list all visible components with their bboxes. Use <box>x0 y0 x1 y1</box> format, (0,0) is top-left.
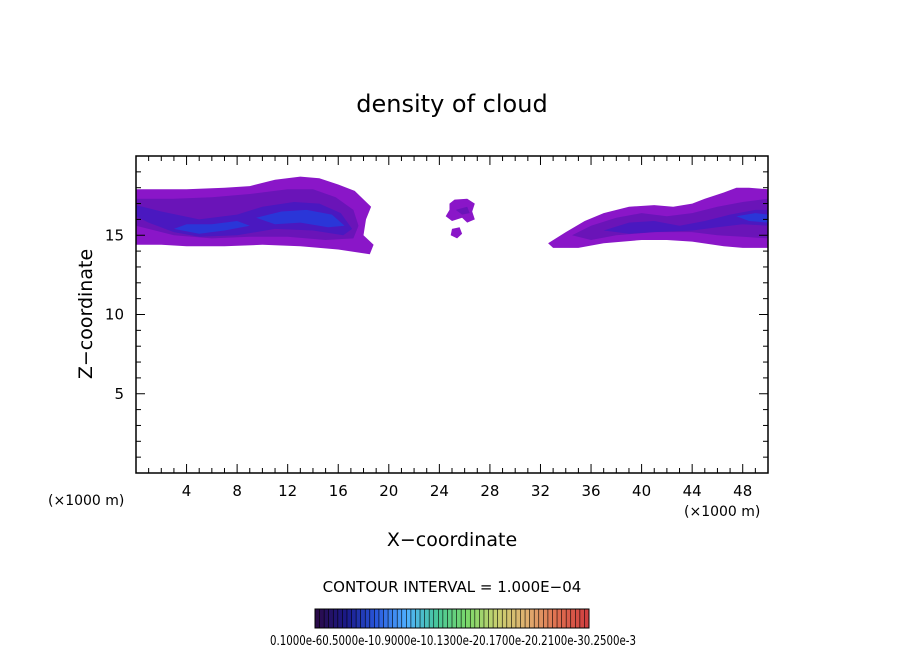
x-tick-label: 20 <box>379 482 398 500</box>
colorbar-cell <box>483 609 490 628</box>
colorbar-cell <box>374 609 380 628</box>
x-tick-label: 24 <box>430 482 449 500</box>
colorbar-cell <box>392 609 398 628</box>
colorbar-cell <box>470 609 476 628</box>
x-unit-right: (×1000 m) <box>684 504 760 520</box>
colorbar-cell <box>543 609 549 628</box>
colorbar-cell <box>410 609 416 628</box>
colorbar-cell <box>388 609 394 628</box>
colorbar-cell <box>420 609 426 628</box>
left-cloud-band <box>173 221 250 234</box>
colorbar-cell <box>369 609 375 628</box>
left-cloud-core <box>256 209 345 228</box>
colorbar-cell <box>566 609 572 628</box>
colorbar-cell <box>579 609 585 628</box>
colorbar-cell <box>525 609 531 628</box>
x-tick-label: 32 <box>531 482 550 500</box>
x-tick-label: 28 <box>480 482 499 500</box>
x-axis-title: X−coordinate <box>387 529 517 551</box>
colorbar-cell <box>534 609 540 628</box>
colorbar-labels: 0.1000e-60.5000e-10.9000e-10.1300e-20.17… <box>270 634 636 649</box>
center-patch-lower <box>450 227 463 239</box>
x-tick-label: 8 <box>232 482 242 500</box>
colorbar-cell <box>575 609 581 628</box>
colorbar-cell <box>497 609 503 628</box>
colorbar-cell <box>520 609 526 628</box>
right-cloud-inner <box>603 209 768 234</box>
colorbar-cell <box>502 609 508 628</box>
colorbar-cell <box>561 609 567 628</box>
colorbar-cell <box>319 609 325 628</box>
colorbar-cell <box>538 609 544 628</box>
colorbar-cell <box>447 609 453 628</box>
colorbar-cell <box>342 609 348 628</box>
colorbar-cell <box>397 609 403 628</box>
cloud-field <box>136 176 768 255</box>
x-tick-labels: 4 8 12 16 20 24 28 32 36 40 44 48 <box>182 482 752 500</box>
colorbar-cell <box>547 609 553 628</box>
colorbar-cell <box>461 609 467 628</box>
colorbar-cell <box>324 609 330 628</box>
x-tick-label: 44 <box>683 482 702 500</box>
right-cloud-core <box>736 213 768 223</box>
colorbar-cell <box>557 609 563 628</box>
colorbar-cell <box>406 609 412 628</box>
colorbar-cell <box>456 609 462 628</box>
x-tick-label: 16 <box>329 482 348 500</box>
colorbar-cell <box>438 609 444 628</box>
colorbar-cell <box>337 609 343 628</box>
colorbar-cell <box>356 609 362 628</box>
x-tick-label: 12 <box>278 482 297 500</box>
colorbar-cell <box>328 609 334 628</box>
x-unit-left: (×1000 m) <box>48 493 124 509</box>
colorbar-cell <box>346 609 353 628</box>
x-tick-label: 4 <box>182 482 192 500</box>
colorbar-cell <box>315 609 321 628</box>
colorbar-cell <box>493 609 499 628</box>
colorbar-cell <box>378 609 384 628</box>
colorbar <box>314 608 590 629</box>
x-tick-label: 36 <box>581 482 600 500</box>
x-tick-label: 40 <box>632 482 651 500</box>
colorbar-cell <box>474 609 480 628</box>
contour-interval-label: CONTOUR INTERVAL = 1.000E−04 <box>323 578 582 596</box>
colorbar-cell <box>488 609 494 628</box>
center-patch-inner <box>455 206 470 215</box>
y-tick-labels: 5 10 15 <box>105 226 124 403</box>
colorbar-cell <box>570 609 576 628</box>
colorbar-cell <box>401 609 407 628</box>
x-tick-label: 48 <box>733 482 752 500</box>
colorbar-cell <box>452 609 458 628</box>
colorbar-cell <box>333 609 339 628</box>
colorbar-cell <box>433 609 439 628</box>
colorbar-cell <box>424 609 430 628</box>
colorbar-frame <box>314 608 590 629</box>
colorbar-cell <box>479 609 485 628</box>
y-tick-label: 5 <box>114 385 124 403</box>
colorbar-cell <box>360 609 366 628</box>
colorbar-cell <box>515 609 521 628</box>
axis-ticks <box>136 156 768 473</box>
colorbar-cell <box>351 609 357 628</box>
colorbar-cell <box>442 609 448 628</box>
colorbar-cell <box>511 609 517 628</box>
colorbar-cell <box>415 609 421 628</box>
colorbar-cell <box>383 609 389 628</box>
colorbar-cell <box>552 609 558 628</box>
colorbar-cell <box>529 609 535 628</box>
y-tick-label: 10 <box>105 306 124 324</box>
colorbar-cell <box>465 609 471 628</box>
colorbar-cell <box>429 609 435 628</box>
colorbar-cell <box>365 609 371 628</box>
y-axis-title: Z−coordinate <box>75 249 97 379</box>
colorbar-cell <box>506 609 512 628</box>
chart-title: density of cloud <box>356 90 547 118</box>
colorbar-cell <box>584 609 590 628</box>
y-tick-label: 15 <box>105 226 124 244</box>
